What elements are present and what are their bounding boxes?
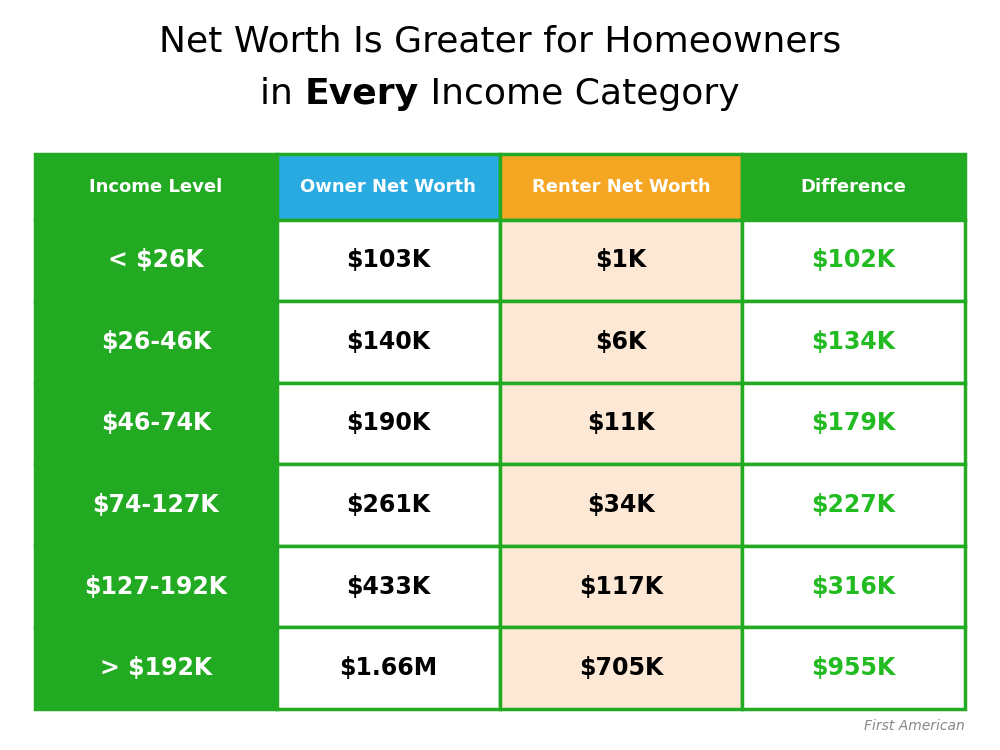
- Text: $11K: $11K: [587, 412, 655, 436]
- Text: $1.66M: $1.66M: [339, 656, 437, 680]
- Text: Income Category: Income Category: [419, 76, 740, 111]
- Text: $705K: $705K: [579, 656, 663, 680]
- Text: Every: Every: [305, 76, 419, 111]
- Bar: [742, 546, 965, 627]
- Bar: [742, 154, 965, 220]
- Text: $140K: $140K: [346, 330, 430, 354]
- Text: Income Level: Income Level: [89, 178, 223, 196]
- Text: $26-46K: $26-46K: [101, 330, 211, 354]
- Text: $46-74K: $46-74K: [101, 412, 211, 436]
- Bar: [500, 546, 742, 627]
- Text: First American: First American: [864, 719, 965, 734]
- Text: $433K: $433K: [346, 574, 431, 598]
- Text: in: in: [260, 76, 305, 111]
- Bar: [35, 382, 277, 464]
- Bar: [277, 220, 500, 302]
- Text: $179K: $179K: [811, 412, 896, 436]
- Bar: [500, 302, 742, 382]
- Text: $1K: $1K: [595, 248, 647, 272]
- Text: $227K: $227K: [811, 493, 895, 517]
- Bar: [742, 382, 965, 464]
- Bar: [277, 627, 500, 709]
- Text: $134K: $134K: [811, 330, 895, 354]
- Text: $190K: $190K: [346, 412, 431, 436]
- Text: > $192K: > $192K: [100, 656, 212, 680]
- Text: Renter Net Worth: Renter Net Worth: [532, 178, 710, 196]
- Bar: [500, 627, 742, 709]
- Bar: [277, 546, 500, 627]
- Bar: [500, 464, 742, 546]
- Bar: [500, 154, 742, 220]
- Bar: [35, 627, 277, 709]
- Bar: [277, 464, 500, 546]
- Text: Difference: Difference: [800, 178, 906, 196]
- Text: $261K: $261K: [346, 493, 430, 517]
- Bar: [277, 302, 500, 382]
- Bar: [35, 464, 277, 546]
- Bar: [742, 627, 965, 709]
- Bar: [35, 546, 277, 627]
- Bar: [500, 220, 742, 302]
- Bar: [277, 154, 500, 220]
- Bar: [742, 220, 965, 302]
- Text: $34K: $34K: [587, 493, 655, 517]
- Text: $74-127K: $74-127K: [93, 493, 219, 517]
- Bar: [35, 220, 277, 302]
- Bar: [742, 302, 965, 382]
- Bar: [35, 302, 277, 382]
- Text: $103K: $103K: [346, 248, 431, 272]
- Text: $955K: $955K: [811, 656, 896, 680]
- Text: $6K: $6K: [595, 330, 647, 354]
- Bar: [500, 382, 742, 464]
- Text: $117K: $117K: [579, 574, 663, 598]
- Text: < $26K: < $26K: [108, 248, 204, 272]
- Bar: [277, 382, 500, 464]
- Text: $102K: $102K: [811, 248, 895, 272]
- Text: $127-192K: $127-192K: [84, 574, 227, 598]
- Text: Net Worth Is Greater for Homeowners: Net Worth Is Greater for Homeowners: [159, 24, 841, 58]
- Bar: [742, 464, 965, 546]
- Bar: [35, 154, 277, 220]
- Text: Owner Net Worth: Owner Net Worth: [300, 178, 476, 196]
- Text: $316K: $316K: [811, 574, 896, 598]
